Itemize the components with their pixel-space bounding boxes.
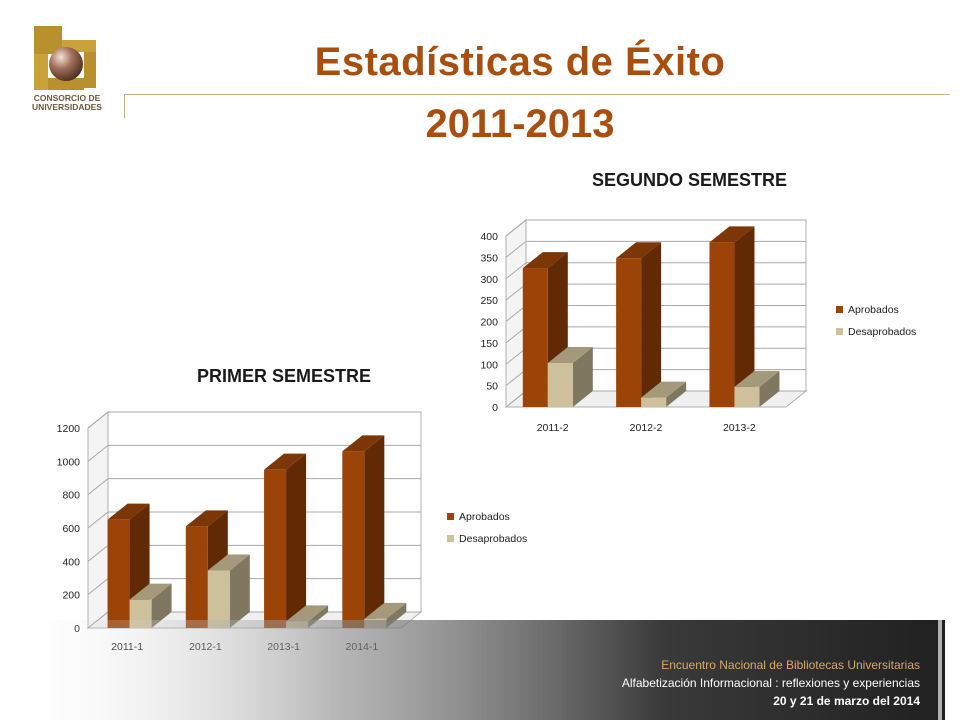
legend-label-aprobados: Aprobados: [848, 304, 899, 316]
y-tick-label: 600: [62, 523, 80, 535]
chart-title-segundo: SEGUNDO SEMESTRE: [592, 170, 788, 190]
bar-aprobados-2013-2: [709, 226, 755, 407]
y-tick-label: 200: [62, 590, 80, 602]
logo-text-line1: CONSORCIO DE: [33, 93, 101, 103]
y-tick-label: 800: [62, 490, 80, 502]
legend-label-desaprobados: Desaprobados: [848, 326, 916, 338]
bar-front: [264, 469, 287, 628]
bar-top: [616, 242, 662, 259]
bar-front: [522, 268, 548, 407]
y-tick-label: 400: [62, 556, 80, 568]
bar-top: [709, 226, 755, 243]
y-tick-label: 200: [480, 317, 498, 329]
bar-top: [185, 510, 228, 527]
bar-desaprobados-2011-2: [547, 346, 593, 407]
consorcio-logo: CONSORCIO DE UNIVERSIDADES: [8, 20, 128, 120]
bar-top: [547, 346, 593, 363]
bar-side: [286, 453, 307, 628]
x-tick-label: 2012-2: [630, 422, 663, 434]
bar-desaprobados-2012-2: [641, 381, 687, 407]
bar-top: [107, 503, 150, 520]
bar-side: [759, 370, 780, 407]
logo-emblem-icon: [34, 26, 96, 90]
bar-side: [666, 381, 687, 407]
bar-desaprobados-2012-1: [207, 554, 250, 628]
bar-top: [286, 605, 329, 622]
bar-front: [107, 519, 130, 628]
gridline: [87, 478, 421, 496]
y-tick-label: 0: [492, 402, 498, 414]
bar-aprobados-2014-1: [342, 435, 385, 628]
bar-top: [264, 453, 307, 470]
y-tick-label: 1000: [57, 456, 81, 468]
bar-front: [185, 526, 208, 628]
bar-side: [734, 226, 755, 407]
y-tick-label: 150: [480, 338, 498, 350]
chart-title-primer: PRIMER SEMESTRE: [197, 366, 372, 386]
header-divider-vertical: [124, 94, 125, 118]
page-subtitle: 2011-2013: [425, 102, 615, 146]
bar-top: [522, 252, 568, 269]
header-divider: [124, 94, 950, 95]
bar-side: [151, 583, 172, 628]
legend-swatch-aprobados: [447, 513, 454, 520]
gridline: [505, 219, 806, 237]
y-tick-label: 100: [480, 359, 498, 371]
y-tick-label: 300: [480, 274, 498, 286]
bar-side: [572, 346, 593, 407]
y-tick-label: 250: [480, 295, 498, 307]
bar-front: [616, 258, 642, 407]
bar-front: [342, 451, 365, 628]
bar-side: [229, 554, 250, 628]
gridline: [87, 511, 421, 529]
gridline: [87, 444, 421, 462]
bar-front: [641, 397, 667, 407]
bar-top: [364, 602, 407, 619]
x-tick-label: 2011-2: [537, 422, 569, 434]
bar-front: [734, 386, 760, 407]
bar-top: [641, 381, 687, 398]
footer-event-name: Encuentro Nacional de Bibliotecas Univer…: [661, 658, 920, 672]
bar-top: [342, 435, 385, 452]
x-tick-label: 2013-2: [723, 422, 756, 434]
bar-top: [129, 583, 172, 600]
legend-label-aprobados: Aprobados: [459, 511, 510, 523]
legend-swatch-desaprobados: [447, 535, 454, 542]
logo-text-line2: UNIVERSIDADES: [32, 102, 102, 112]
bar-side: [364, 435, 385, 628]
y-tick-label: 1200: [57, 423, 81, 435]
legend-swatch-desaprobados: [836, 328, 843, 335]
y-tick-label: 400: [480, 231, 498, 243]
bar-front: [207, 570, 230, 628]
footer-event-date: 20 y 21 de marzo del 2014: [773, 694, 920, 708]
y-tick-label: 350: [480, 252, 498, 264]
logo-text: CONSORCIO DE UNIVERSIDADES: [8, 94, 126, 112]
y-tick-label: 50: [486, 381, 498, 393]
footer-event-theme: Alfabetización Informacional : reflexion…: [621, 676, 920, 690]
bar-aprobados-2013-1: [264, 453, 307, 628]
legend-label-desaprobados: Desaprobados: [459, 533, 527, 545]
footer-bar: [0, 620, 945, 720]
bar-aprobados-2012-2: [616, 242, 662, 407]
legend-swatch-aprobados: [836, 306, 843, 313]
bar-top: [734, 370, 780, 387]
bar-side: [641, 242, 662, 407]
bar-desaprobados-2013-2: [734, 370, 780, 407]
page-title: Estadísticas de Éxito: [314, 40, 726, 84]
bar-front: [547, 362, 573, 407]
bar-front: [709, 242, 735, 407]
bar-top: [207, 554, 250, 571]
gridline: [87, 411, 421, 429]
